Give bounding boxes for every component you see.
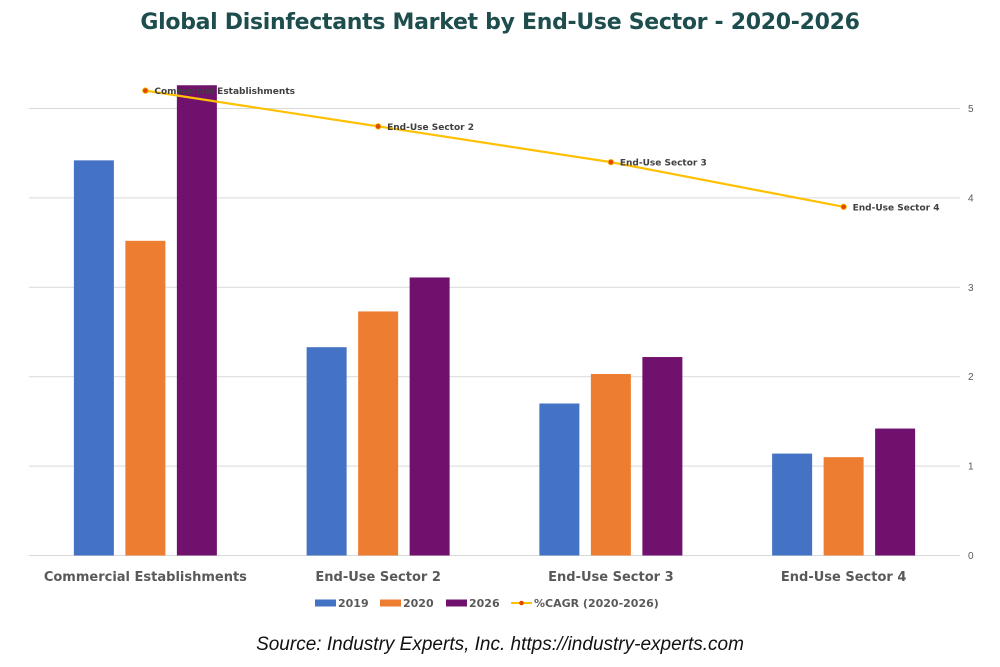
category-label: Commercial Establishments xyxy=(44,570,247,585)
gridlines xyxy=(29,108,960,556)
y-tick-label: 4 xyxy=(968,193,974,204)
y-axis-ticks: 0 1 2 3 4 5 xyxy=(968,104,974,562)
bar-2020-0 xyxy=(125,240,166,556)
bar-2020-1 xyxy=(358,311,399,556)
category-labels: Commercial Establishments End-Use Sector … xyxy=(44,570,907,585)
legend: 2019 2020 2026 %CAGR (2020-2026) xyxy=(315,597,659,610)
cagr-point xyxy=(374,123,382,130)
legend-label: 2020 xyxy=(403,597,434,610)
legend-label: 2019 xyxy=(338,597,369,610)
legend-swatch-2026 xyxy=(446,599,467,607)
cagr-point xyxy=(607,158,615,166)
cagr-line xyxy=(145,89,844,208)
y-tick-label: 1 xyxy=(968,462,974,473)
category-label: End-Use Sector 3 xyxy=(548,570,674,585)
bars xyxy=(73,85,916,556)
legend-marker xyxy=(519,600,524,606)
bar-2020-2 xyxy=(590,374,631,556)
y-tick-label: 5 xyxy=(968,104,974,115)
bar-2026-1 xyxy=(409,277,450,556)
category-label: End-Use Sector 2 xyxy=(315,570,441,585)
source-note: Source: Industry Experts, Inc. https://i… xyxy=(256,634,744,655)
bar-2026-2 xyxy=(642,357,683,556)
legend-swatch-2019 xyxy=(315,599,336,607)
cagr-data-label: End-Use Sector 3 xyxy=(620,159,707,169)
bar-2026-0 xyxy=(176,85,217,556)
cagr-point xyxy=(142,87,149,94)
chart: 0 1 2 3 4 5 Commercial Establishments End-Use … xyxy=(29,85,974,610)
y-tick-label: 0 xyxy=(968,551,974,562)
cagr-data-label: Commercial Establishments xyxy=(154,87,295,97)
cagr-line-series: Commercial Establishments End-Use Sector … xyxy=(142,87,940,213)
category-label: End-Use Sector 4 xyxy=(781,570,907,585)
y-tick-label: 2 xyxy=(968,372,974,383)
bar-2019-0 xyxy=(73,160,114,556)
y-tick-label: 3 xyxy=(968,283,974,294)
legend-label: 2026 xyxy=(469,597,500,610)
cagr-data-label: End-Use Sector 4 xyxy=(853,203,940,213)
chart-title: Global Disinfectants Market by End-Use S… xyxy=(140,10,860,35)
legend-swatch-2020 xyxy=(380,599,401,607)
bar-2026-3 xyxy=(875,428,916,556)
bar-2020-3 xyxy=(823,457,864,556)
bar-2019-3 xyxy=(772,453,813,556)
cagr-data-label: End-Use Sector 2 xyxy=(387,123,474,133)
bar-2019-1 xyxy=(306,347,347,556)
legend-label: %CAGR (2020-2026) xyxy=(534,597,659,610)
bar-2019-2 xyxy=(539,403,580,556)
cagr-point xyxy=(840,203,847,211)
